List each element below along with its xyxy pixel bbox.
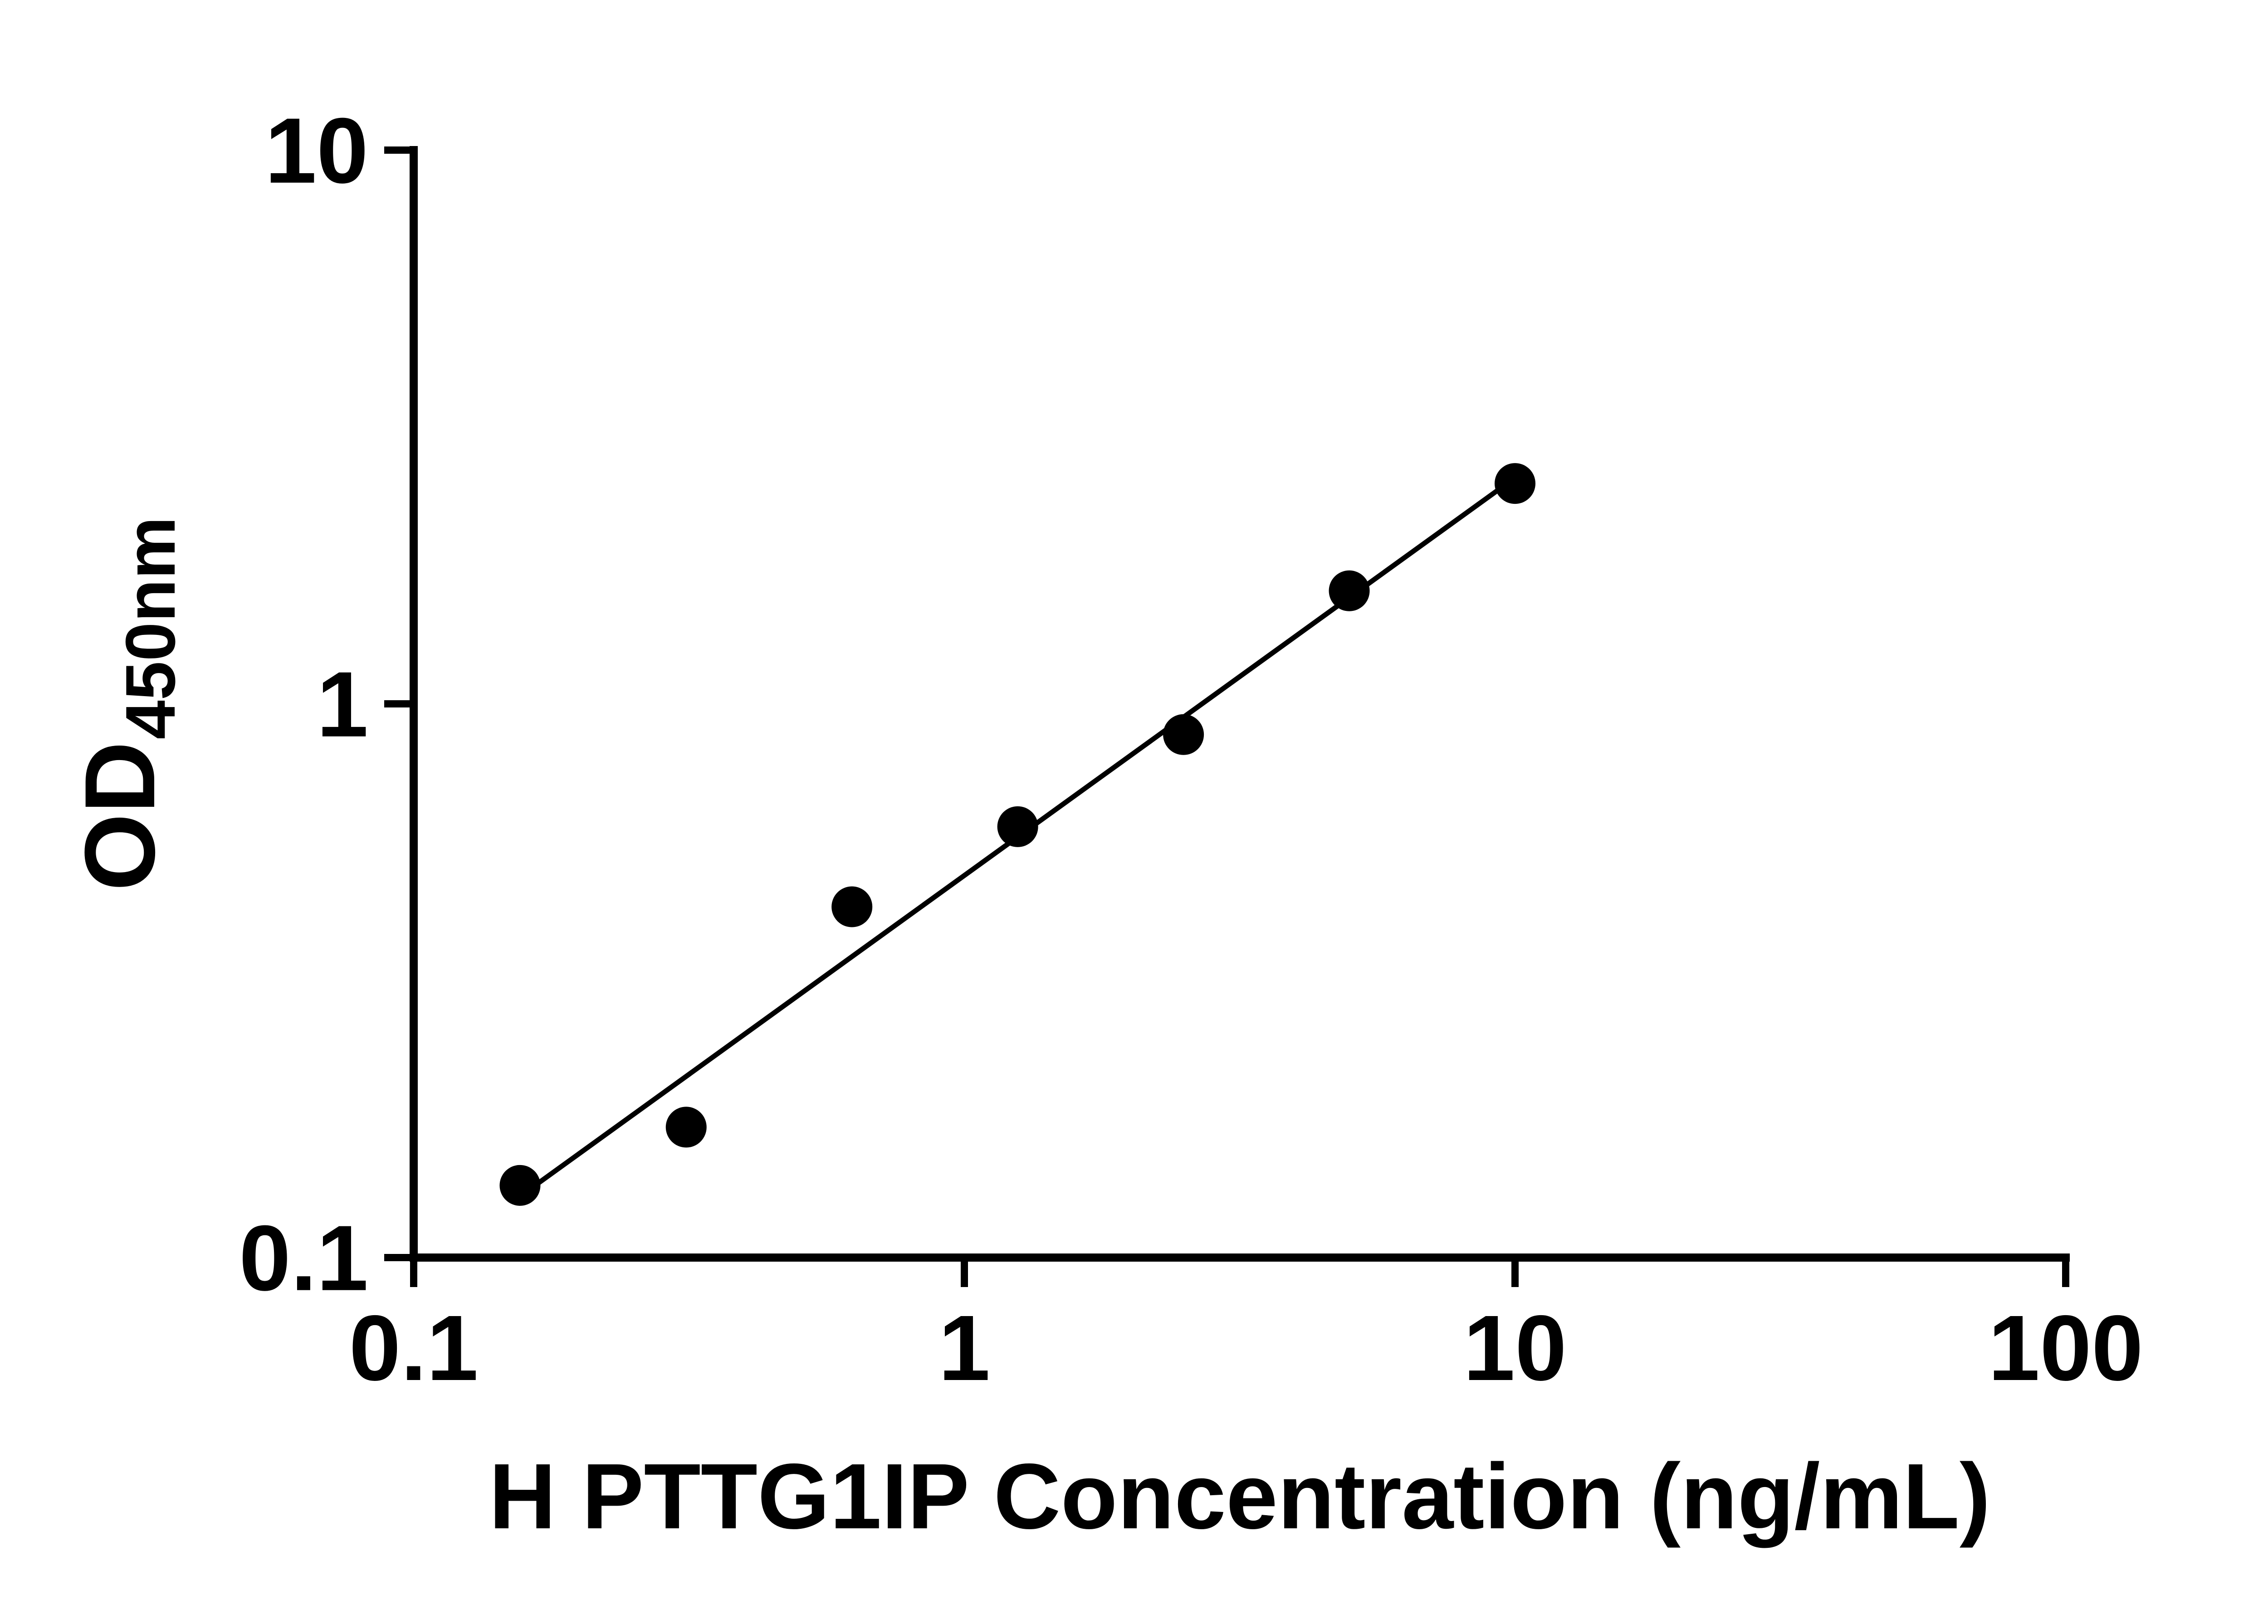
- x-tick-label: 1: [938, 1296, 990, 1400]
- y-axis-title: OD 450nm: [64, 517, 190, 891]
- x-tick-label: 10: [1463, 1296, 1567, 1400]
- chart-plot-area: 0.1 1 10 100 0.1 1 10: [239, 99, 2143, 1400]
- data-point: [499, 1165, 541, 1206]
- x-tick-label: 0.1: [349, 1296, 479, 1400]
- data-point: [997, 806, 1038, 847]
- data-point: [1329, 570, 1370, 611]
- x-axis-title: H PTTG1IP Concentration (ng/mL): [489, 1444, 1990, 1548]
- y-tick-label: 10: [265, 99, 368, 203]
- y-tick-label: 1: [317, 653, 368, 756]
- x-tick-label: 100: [1988, 1296, 2143, 1400]
- y-axis-title-main: OD: [64, 741, 176, 891]
- y-axis-title-subscript: 450nm: [111, 517, 190, 739]
- data-point: [831, 886, 873, 927]
- data-point: [1495, 463, 1535, 504]
- y-tick-label: 0.1: [239, 1206, 368, 1310]
- data-point: [1163, 714, 1204, 755]
- data-point: [665, 1107, 707, 1148]
